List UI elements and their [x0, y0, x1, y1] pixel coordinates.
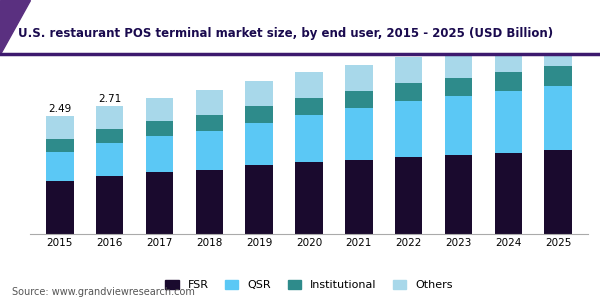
- Bar: [96, 129, 124, 143]
- Bar: [146, 98, 173, 121]
- Bar: [46, 181, 74, 234]
- Bar: [46, 116, 74, 139]
- Text: U.S. restaurant POS terminal market size, by end user, 2015 - 2025 (USD Billion): U.S. restaurant POS terminal market size…: [18, 27, 553, 40]
- Bar: [345, 65, 373, 91]
- Bar: [494, 91, 522, 152]
- Bar: [146, 172, 173, 234]
- Bar: [494, 152, 522, 234]
- Bar: [395, 101, 422, 157]
- Bar: [196, 131, 223, 170]
- Bar: [445, 78, 472, 96]
- Bar: [196, 91, 223, 115]
- Bar: [544, 39, 572, 66]
- Bar: [544, 86, 572, 150]
- Bar: [544, 150, 572, 234]
- Bar: [245, 82, 273, 106]
- Bar: [295, 73, 323, 98]
- Bar: [295, 115, 323, 162]
- Bar: [345, 160, 373, 234]
- Bar: [395, 83, 422, 101]
- Bar: [494, 45, 522, 72]
- Bar: [395, 57, 422, 83]
- Bar: [46, 139, 74, 152]
- Bar: [395, 157, 422, 234]
- Bar: [245, 106, 273, 123]
- Bar: [295, 98, 323, 115]
- Bar: [295, 162, 323, 234]
- Bar: [445, 51, 472, 78]
- Bar: [345, 91, 373, 109]
- Bar: [96, 143, 124, 176]
- Bar: [146, 121, 173, 136]
- Bar: [445, 96, 472, 155]
- Bar: [544, 66, 572, 86]
- Bar: [96, 106, 124, 129]
- Bar: [245, 165, 273, 234]
- Bar: [345, 109, 373, 160]
- Bar: [46, 152, 74, 181]
- Bar: [196, 115, 223, 131]
- Legend: FSR, QSR, Institutional, Others: FSR, QSR, Institutional, Others: [161, 276, 457, 295]
- Text: 2.71: 2.71: [98, 94, 121, 104]
- Bar: [494, 72, 522, 91]
- Bar: [146, 136, 173, 172]
- Bar: [445, 155, 472, 234]
- Bar: [96, 176, 124, 234]
- Bar: [196, 169, 223, 234]
- Bar: [245, 123, 273, 165]
- Text: 2.49: 2.49: [48, 104, 71, 114]
- Text: Source: www.grandviewresearch.com: Source: www.grandviewresearch.com: [12, 287, 195, 297]
